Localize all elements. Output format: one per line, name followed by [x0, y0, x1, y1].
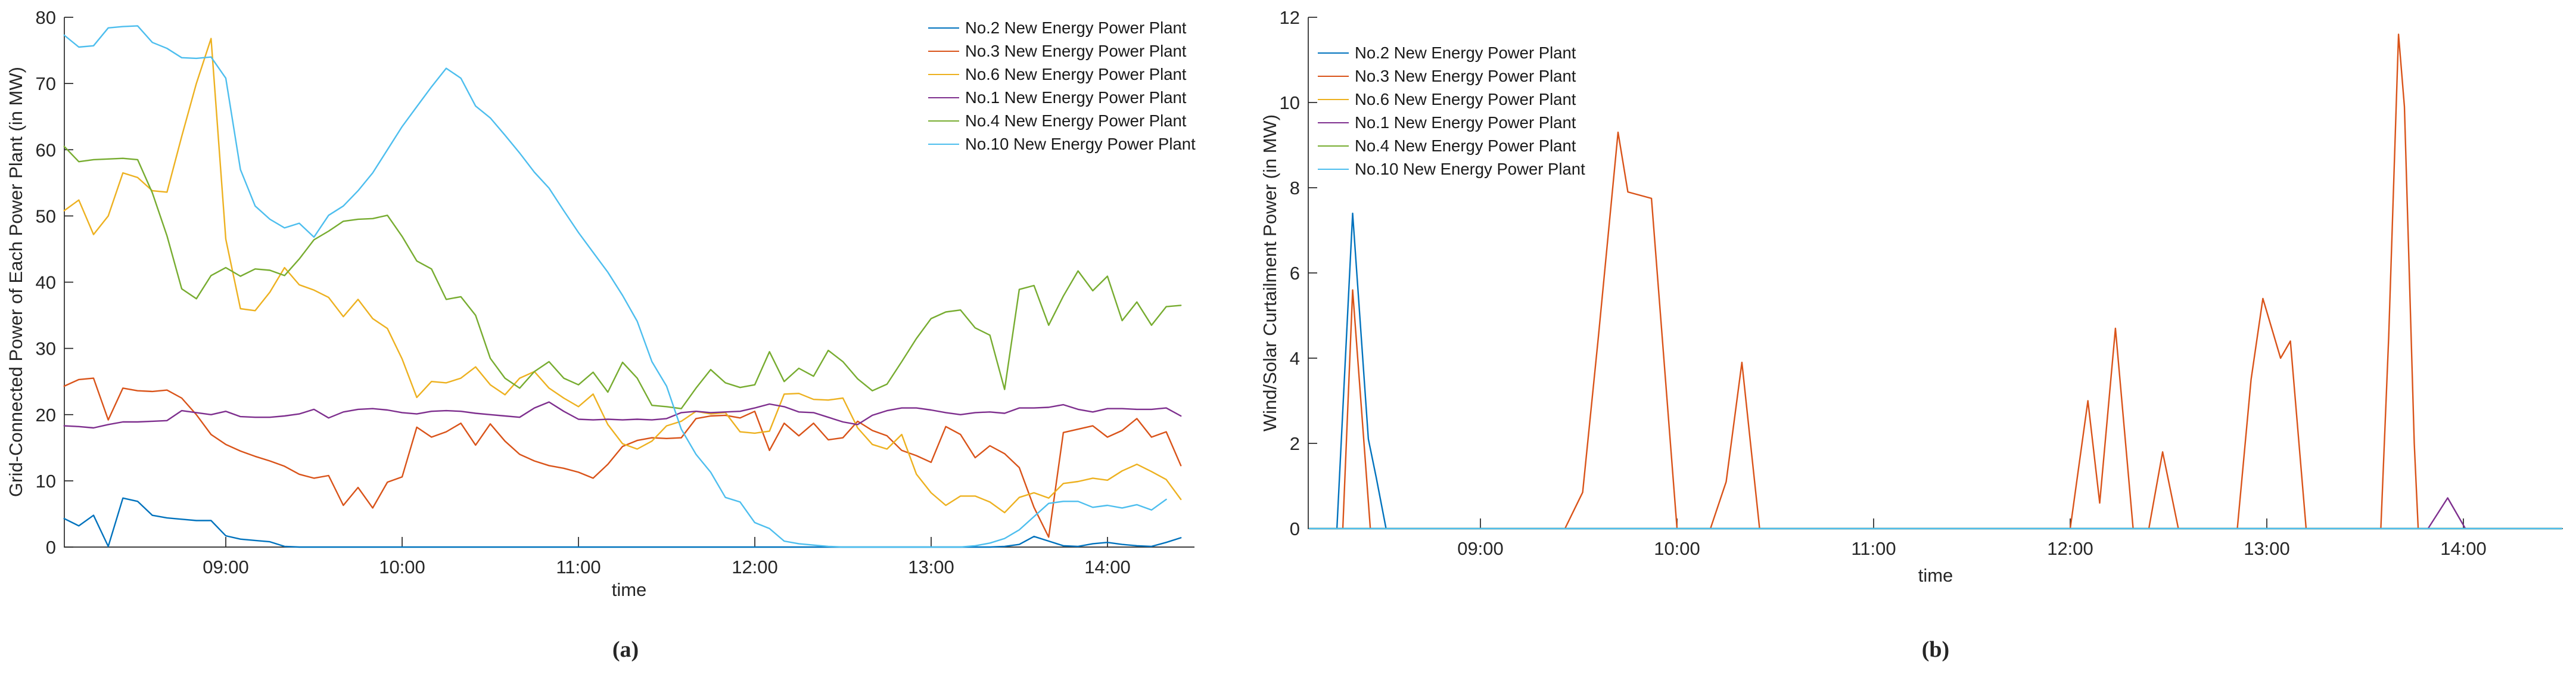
legend-swatch-line [1318, 75, 1349, 77]
y-tick-label: 10 [1280, 92, 1300, 113]
legend-label: No.6 New Energy Power Plant [1355, 89, 1576, 108]
legend-swatch-line [928, 27, 959, 29]
legend-label: No.3 New Energy Power Plant [1355, 66, 1576, 85]
series-line-purple [1308, 497, 2563, 530]
series-line-orange [1308, 33, 2563, 530]
legend-swatch-line [1318, 98, 1349, 100]
y-tick-label: 60 [36, 139, 56, 160]
y-tick-label: 70 [36, 73, 56, 94]
y-tick-label: 12 [1280, 7, 1300, 28]
legend-swatch-line [1318, 52, 1349, 54]
x-tick-label: 12:00 [2047, 538, 2093, 559]
legend-item: No.2 New Energy Power Plant [928, 16, 1196, 39]
y-tick-label: 10 [36, 471, 56, 492]
chart-a-x-axis-title: time [611, 579, 647, 600]
legend-item: No.4 New Energy Power Plant [1318, 134, 1585, 157]
legend-label: No.10 New Energy Power Plant [965, 134, 1196, 153]
x-tick-label: 10:00 [379, 557, 425, 577]
series-line-blue [1308, 212, 2563, 530]
legend-label: No.6 New Energy Power Plant [965, 64, 1187, 83]
x-tick-label: 12:00 [732, 557, 778, 577]
legend-swatch-line [928, 50, 959, 52]
legend-swatch-line [928, 97, 959, 98]
chart-b-y-axis-title: Wind/Solar Curtailment Power (in MW) [1259, 114, 1280, 432]
legend-label: No.4 New Energy Power Plant [965, 111, 1187, 130]
y-tick-label: 20 [36, 405, 56, 425]
x-tick-label: 11:00 [1851, 538, 1896, 559]
series-line-green [63, 145, 1182, 409]
series-line-blue [63, 497, 1182, 548]
series-line-purple [63, 401, 1182, 429]
legend-label: No.2 New Energy Power Plant [965, 18, 1187, 37]
y-tick-label: 0 [46, 537, 56, 558]
legend-label: No.3 New Energy Power Plant [965, 41, 1187, 60]
y-tick-label: 0 [1290, 518, 1300, 539]
y-tick-label: 40 [36, 272, 56, 293]
y-tick-label: 80 [36, 7, 56, 28]
chart-a: 0 10 20 30 40 50 60 70 80 09:00 10:00 11:00 12:00 13:… [36, 7, 1194, 577]
x-tick-label: 14:00 [2440, 538, 2487, 559]
chart-a-y-axis-title: Grid-Connected Power of Each Power Plant… [5, 67, 26, 497]
series-line-orange [63, 377, 1182, 538]
legend-swatch-line [1318, 168, 1349, 170]
chart-b: 0 2 4 6 8 10 12 09:00 10:00 11:00 12:00 13:00 14:00 [1280, 7, 2563, 559]
legend-item: No.3 New Energy Power Plant [1318, 64, 1585, 88]
chart-b-legend: No.2 New Energy Power Plant No.3 New Ener… [1318, 41, 1585, 181]
y-tick-label: 6 [1290, 263, 1300, 284]
x-tick-label: 14:00 [1084, 557, 1131, 577]
panel-a-caption: (a) [612, 637, 639, 662]
legend-item: No.10 New Energy Power Plant [928, 132, 1196, 156]
legend-item: No.6 New Energy Power Plant [928, 63, 1196, 86]
legend-item: No.2 New Energy Power Plant [1318, 41, 1585, 64]
x-tick-label: 13:00 [2244, 538, 2290, 559]
x-tick-label: 09:00 [1457, 538, 1504, 559]
legend-label: No.4 New Energy Power Plant [1355, 136, 1576, 155]
y-tick-label: 8 [1290, 178, 1300, 198]
series-line-cyan [63, 25, 1167, 548]
x-tick-label: 09:00 [203, 557, 249, 577]
x-tick-label: 13:00 [908, 557, 954, 577]
legend-swatch-line [928, 143, 959, 145]
panel-b-caption: (b) [1921, 637, 1950, 662]
y-tick-label: 4 [1290, 348, 1300, 369]
legend-item: No.10 New Energy Power Plant [1318, 157, 1585, 181]
legend-label: No.10 New Energy Power Plant [1355, 159, 1585, 178]
legend-label: No.1 New Energy Power Plant [965, 88, 1187, 107]
legend-item: No.6 New Energy Power Plant [1318, 88, 1585, 111]
legend-swatch-line [928, 120, 959, 122]
legend-item: No.3 New Energy Power Plant [928, 39, 1196, 63]
y-tick-label: 2 [1290, 433, 1300, 454]
legend-item: No.1 New Energy Power Plant [1318, 111, 1585, 134]
x-tick-label: 11:00 [556, 557, 601, 577]
legend-swatch-line [1318, 122, 1349, 123]
legend-swatch-line [928, 73, 959, 75]
y-tick-label: 30 [36, 338, 56, 359]
legend-item: No.4 New Energy Power Plant [928, 109, 1196, 132]
chart-a-legend: No.2 New Energy Power Plant No.3 New Ener… [928, 16, 1196, 156]
series-line-yellow [63, 38, 1182, 514]
legend-item: No.1 New Energy Power Plant [928, 86, 1196, 109]
y-tick-label: 50 [36, 206, 56, 226]
chart-b-x-axis-title: time [1918, 565, 1953, 586]
legend-swatch-line [1318, 145, 1349, 147]
x-tick-label: 10:00 [1654, 538, 1700, 559]
legend-label: No.2 New Energy Power Plant [1355, 43, 1576, 62]
legend-label: No.1 New Energy Power Plant [1355, 113, 1576, 132]
